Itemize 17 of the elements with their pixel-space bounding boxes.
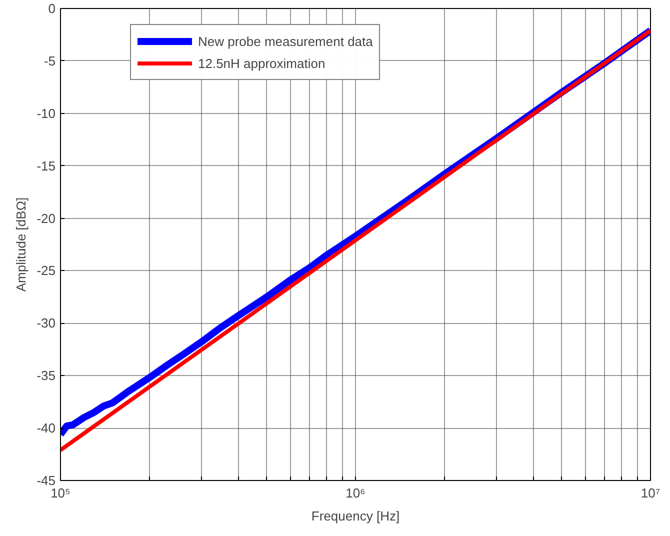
legend-label: New probe measurement data [198, 34, 373, 48]
x-tick-label: 10⁷ [640, 486, 660, 500]
y-tick-label: -5 [44, 53, 56, 68]
x-tick-label: 10⁵ [50, 486, 70, 500]
y-tick-label: -40 [36, 420, 56, 436]
y-axis-title: Amplitude [dBΩ] [14, 197, 29, 292]
x-axis-title: Frequency [Hz] [311, 508, 400, 524]
y-tick-label: -25 [36, 263, 56, 278]
y-tick-label: -30 [36, 316, 56, 331]
y-tick-label: -10 [36, 106, 56, 121]
x-tick-label: 10⁶ [346, 486, 366, 500]
y-tick-label: 0 [48, 1, 56, 16]
y-tick-label: -15 [36, 158, 56, 174]
y-tick-label: -45 [36, 473, 56, 488]
y-tick-label: -35 [36, 368, 56, 384]
y-tick-label: -20 [36, 210, 56, 226]
legend-label: 12.5nH approximation [198, 56, 326, 70]
